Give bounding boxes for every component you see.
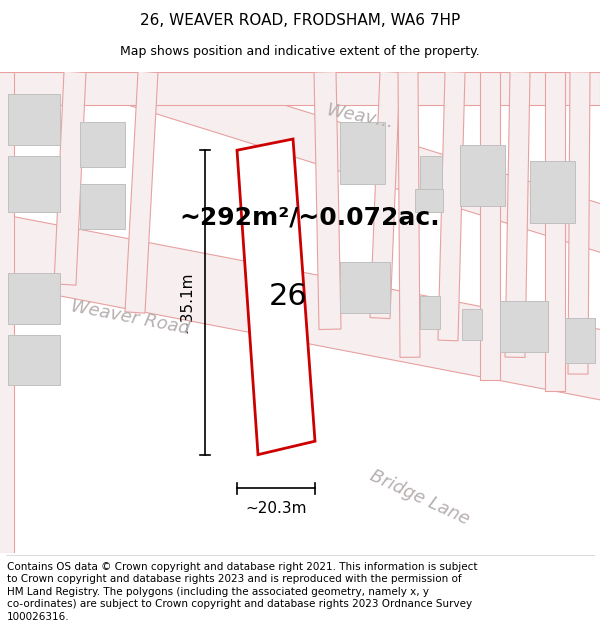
Bar <box>8 273 60 324</box>
Bar <box>530 161 575 223</box>
Polygon shape <box>125 71 158 313</box>
Text: Weaver Road: Weaver Road <box>69 298 191 339</box>
Bar <box>8 94 60 144</box>
Text: Map shows position and indicative extent of the property.: Map shows position and indicative extent… <box>120 45 480 58</box>
Bar <box>8 335 60 385</box>
Text: Weav…: Weav… <box>325 101 395 132</box>
Text: ~35.1m: ~35.1m <box>179 272 194 333</box>
Text: Bridge Lane: Bridge Lane <box>367 466 473 528</box>
Bar <box>500 301 548 352</box>
Bar <box>460 144 505 206</box>
Bar <box>80 122 125 167</box>
Polygon shape <box>438 71 465 341</box>
Bar <box>420 156 442 195</box>
Text: 26, WEAVER ROAD, FRODSHAM, WA6 7HP: 26, WEAVER ROAD, FRODSHAM, WA6 7HP <box>140 12 460 28</box>
Text: to Crown copyright and database rights 2023 and is reproduced with the permissio: to Crown copyright and database rights 2… <box>7 574 462 584</box>
Bar <box>8 156 60 212</box>
Polygon shape <box>370 71 400 319</box>
Bar <box>340 262 390 312</box>
Polygon shape <box>505 72 530 358</box>
Text: 26: 26 <box>268 282 307 311</box>
Polygon shape <box>0 72 14 553</box>
Text: ~20.3m: ~20.3m <box>245 501 307 516</box>
Polygon shape <box>314 72 341 329</box>
Polygon shape <box>568 72 590 374</box>
Text: ~292m²/~0.072ac.: ~292m²/~0.072ac. <box>179 206 440 229</box>
Text: 100026316.: 100026316. <box>7 612 70 622</box>
Polygon shape <box>94 49 600 257</box>
Bar <box>565 318 595 363</box>
Text: Contains OS data © Crown copyright and database right 2021. This information is : Contains OS data © Crown copyright and d… <box>7 562 478 572</box>
Bar <box>80 184 125 229</box>
Polygon shape <box>54 71 86 285</box>
Bar <box>340 122 385 184</box>
Bar <box>462 309 482 341</box>
Polygon shape <box>545 72 565 391</box>
Polygon shape <box>0 72 600 106</box>
Polygon shape <box>398 72 420 358</box>
Polygon shape <box>237 139 315 454</box>
Text: HM Land Registry. The polygons (including the associated geometry, namely x, y: HM Land Registry. The polygons (includin… <box>7 587 429 597</box>
Text: co-ordinates) are subject to Crown copyright and database rights 2023 Ordnance S: co-ordinates) are subject to Crown copyr… <box>7 599 472 609</box>
Polygon shape <box>0 211 600 402</box>
Bar <box>420 296 440 329</box>
Bar <box>415 189 443 212</box>
Polygon shape <box>480 72 500 379</box>
